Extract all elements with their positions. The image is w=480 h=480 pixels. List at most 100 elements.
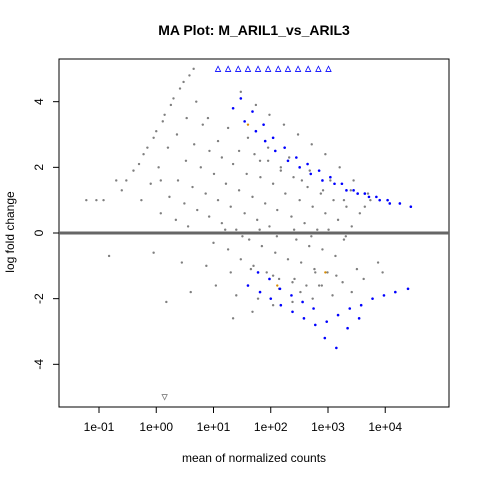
data-point xyxy=(152,136,155,139)
data-point xyxy=(338,166,341,169)
data-point xyxy=(335,274,338,277)
data-point xyxy=(165,300,168,304)
data-point xyxy=(249,267,253,271)
data-point-triangle-up xyxy=(315,65,322,72)
data-point xyxy=(286,258,290,261)
data-point xyxy=(321,248,324,251)
data-point-significant xyxy=(371,297,374,300)
data-point xyxy=(161,120,164,123)
data-point xyxy=(137,162,141,166)
data-point xyxy=(274,251,277,254)
data-point xyxy=(366,192,370,195)
data-point xyxy=(243,212,246,215)
data-point-significant xyxy=(243,120,246,123)
data-point xyxy=(295,238,298,241)
data-point xyxy=(268,113,271,117)
data-point xyxy=(254,103,258,107)
data-points xyxy=(59,65,449,401)
data-point xyxy=(229,271,232,274)
data-point xyxy=(120,189,123,192)
data-point-triangle-up xyxy=(224,65,232,72)
data-point xyxy=(313,267,316,271)
data-point xyxy=(184,159,188,162)
data-point xyxy=(253,153,256,156)
data-point-significant xyxy=(406,287,410,291)
data-point-significant xyxy=(278,287,282,291)
data-point xyxy=(212,241,215,245)
data-point xyxy=(192,143,196,146)
data-point xyxy=(252,264,255,268)
data-point-triangle-up xyxy=(274,65,282,72)
data-point xyxy=(369,198,372,202)
data-point xyxy=(251,310,254,313)
data-point xyxy=(169,103,173,107)
data-point-significant xyxy=(317,169,321,172)
data-point-highlight xyxy=(246,123,250,126)
data-point xyxy=(241,235,244,238)
x-tick-label: 1e+02 xyxy=(254,420,288,434)
data-point xyxy=(279,169,283,172)
data-point-highlight xyxy=(324,271,327,274)
data-point xyxy=(334,254,337,258)
data-point xyxy=(308,169,311,172)
data-point-significant xyxy=(231,106,235,110)
data-point xyxy=(277,277,281,281)
data-point-significant xyxy=(378,198,381,202)
data-point-significant xyxy=(269,297,273,300)
data-point xyxy=(292,228,296,231)
data-point xyxy=(231,162,235,166)
data-point xyxy=(260,244,264,248)
data-point xyxy=(331,294,334,297)
data-point xyxy=(235,294,238,297)
data-point xyxy=(229,205,232,208)
data-point-significant xyxy=(302,317,306,320)
data-point xyxy=(266,146,270,149)
y-tick-label: -4 xyxy=(32,359,46,370)
data-point xyxy=(146,146,149,149)
data-point-significant xyxy=(301,300,304,304)
data-point xyxy=(332,198,335,202)
data-point xyxy=(291,281,294,284)
data-point xyxy=(258,228,261,231)
data-point xyxy=(182,80,185,84)
data-point-significant xyxy=(386,198,389,202)
data-point xyxy=(298,198,301,202)
data-point-significant xyxy=(295,156,298,159)
data-point xyxy=(282,123,286,126)
data-point xyxy=(204,192,207,195)
data-point xyxy=(352,179,355,182)
data-point-significant xyxy=(254,129,258,133)
data-point xyxy=(191,185,194,189)
data-point xyxy=(290,215,293,218)
data-point xyxy=(319,192,323,195)
data-point xyxy=(168,195,171,199)
data-point xyxy=(195,100,198,103)
data-point-significant xyxy=(352,189,355,192)
data-point xyxy=(256,297,260,300)
data-point xyxy=(341,281,344,284)
data-point xyxy=(268,225,271,228)
data-point-triangle-up xyxy=(294,65,302,72)
data-point-significant xyxy=(367,195,371,199)
data-point xyxy=(208,149,211,153)
data-point xyxy=(206,116,210,120)
data-point xyxy=(163,113,166,117)
data-point xyxy=(159,212,162,215)
data-point-significant xyxy=(239,97,243,100)
data-point-significant xyxy=(312,307,315,310)
data-point-significant xyxy=(398,202,402,205)
data-point xyxy=(350,225,353,228)
data-point xyxy=(85,198,88,202)
data-point xyxy=(326,271,329,274)
data-point xyxy=(239,258,243,261)
data-point xyxy=(224,182,228,185)
data-point xyxy=(172,97,175,100)
data-point-significant xyxy=(375,195,378,199)
data-point xyxy=(316,228,319,231)
data-point-highlight xyxy=(276,284,279,287)
data-point xyxy=(256,218,259,222)
data-point-significant xyxy=(346,326,349,330)
data-point-significant xyxy=(251,110,254,113)
chart-title: MA Plot: M_ARIL1_vs_ARIL3 xyxy=(158,22,350,38)
data-point xyxy=(291,300,294,304)
